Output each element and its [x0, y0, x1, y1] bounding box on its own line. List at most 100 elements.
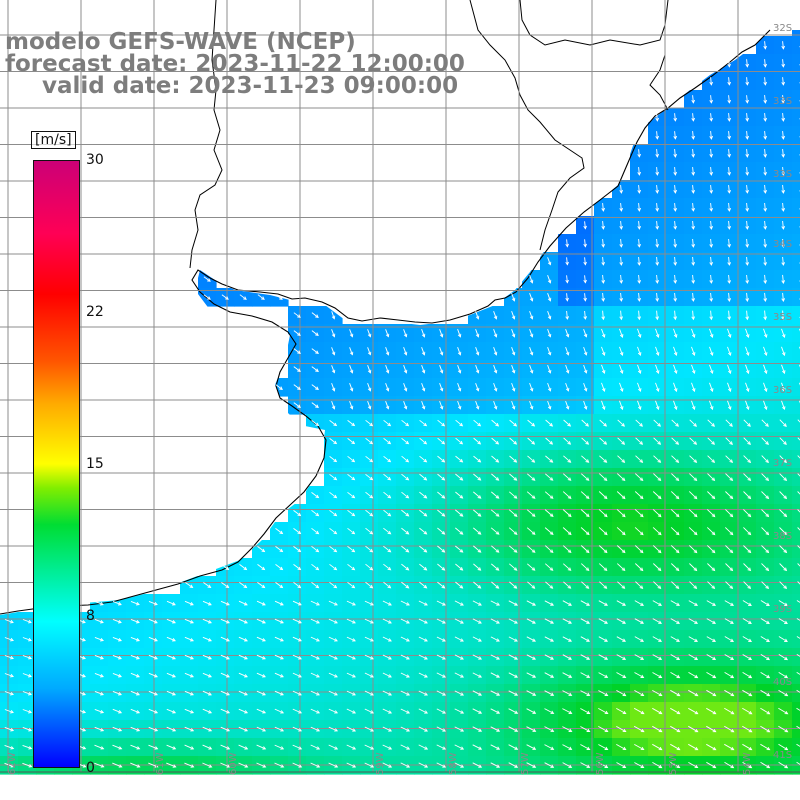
wind-arrow [725, 419, 733, 427]
wind-arrow [547, 257, 552, 266]
lat-label: 33S [773, 169, 793, 180]
wind-arrow [455, 473, 464, 481]
wind-arrow [418, 618, 428, 624]
wind-arrow [328, 744, 339, 750]
wind-arrow [673, 131, 678, 140]
wind-arrow [346, 762, 357, 768]
wind-arrow [727, 77, 732, 86]
wind-arrow [599, 581, 608, 589]
wind-arrow [329, 563, 338, 571]
wind-arrow [491, 563, 500, 571]
wind-arrow [781, 184, 786, 194]
wind-arrow [745, 310, 750, 321]
wind-arrow [508, 509, 518, 517]
wind-arrow [583, 400, 588, 410]
wind-arrow [130, 654, 140, 660]
model-title: modelo GEFS-WAVE (NCEP) [5, 29, 356, 55]
wind-arrow [670, 491, 680, 500]
wind-arrow [634, 545, 644, 554]
wind-arrow [329, 420, 338, 427]
wind-arrow [347, 438, 356, 445]
wind-arrow [473, 581, 482, 589]
wind-arrow [706, 672, 717, 679]
lat-label: 35S [773, 312, 793, 323]
wind-arrow [743, 437, 751, 445]
wind-arrow [311, 312, 319, 318]
wind-arrow [455, 581, 464, 589]
wind-arrow [796, 743, 800, 747]
wind-arrow [601, 346, 606, 356]
wind-arrow [779, 545, 788, 554]
wind-arrow [310, 744, 321, 750]
wind-arrow [761, 419, 769, 427]
wind-arrow [562, 762, 573, 768]
wind-arrow [509, 419, 518, 427]
wind-arrow [743, 545, 752, 554]
wind-arrow [311, 420, 320, 427]
wind-arrow [796, 689, 800, 693]
wind-arrow [347, 473, 356, 481]
wind-arrow [455, 419, 464, 427]
wind-arrow [419, 545, 428, 553]
wind-arrow [634, 600, 645, 606]
wind-arrow [545, 473, 554, 481]
wind-arrow [796, 707, 800, 711]
wind-arrow [688, 491, 698, 500]
wind-arrow [761, 491, 770, 500]
wind-arrow [383, 563, 392, 571]
wind-arrow [724, 527, 734, 536]
wind-arrow [637, 364, 642, 374]
speed-cell [792, 504, 800, 523]
wind-arrow [743, 491, 752, 500]
wind-arrow [745, 292, 750, 303]
wind-arrow [797, 527, 800, 531]
wind-arrow [94, 690, 104, 696]
wind-arrow [130, 690, 140, 696]
wind-arrow [763, 131, 768, 140]
wind-arrow [673, 274, 678, 284]
wind-arrow [727, 113, 732, 122]
wind-arrow [238, 762, 249, 768]
wind-arrow [436, 618, 446, 624]
wind-arrow [436, 726, 447, 732]
wind-arrow [112, 654, 122, 660]
wind-arrow [634, 563, 644, 572]
wind-arrow [329, 438, 338, 445]
wind-arrow [709, 167, 714, 176]
wind-arrow [745, 77, 750, 86]
wind-arrow [4, 637, 14, 642]
wind-arrow [781, 167, 786, 176]
wind-arrow [562, 636, 573, 642]
wind-arrow [616, 672, 627, 678]
wind-arrow [112, 618, 122, 624]
wind-arrow [688, 762, 699, 769]
wind-arrow [727, 220, 732, 230]
wind-arrow [328, 636, 338, 642]
wind-arrow [619, 400, 624, 411]
wind-arrow [22, 691, 32, 696]
speed-cell [792, 414, 800, 433]
wind-arrow [383, 509, 392, 517]
wind-arrow [797, 473, 800, 477]
wind-arrow [130, 744, 141, 750]
wind-arrow [655, 310, 660, 321]
speed-cell [792, 234, 800, 253]
wind-arrow [419, 473, 428, 481]
wind-arrow [346, 636, 356, 642]
wind-arrow [673, 167, 678, 176]
wind-arrow [475, 400, 480, 410]
wind-arrow [581, 473, 590, 481]
wind-arrow [184, 690, 194, 696]
speed-cell [792, 306, 800, 325]
lat-label: 36S [773, 385, 793, 396]
wind-arrow [724, 689, 735, 697]
wind-arrow [691, 310, 696, 321]
speed-cell [792, 288, 800, 307]
wind-arrow [421, 347, 426, 356]
wind-arrow [745, 220, 750, 230]
wind-arrow [779, 491, 788, 500]
wind-arrow [688, 545, 698, 554]
wind-arrow [130, 600, 140, 606]
wind-arrow [562, 491, 572, 500]
wind-arrow [292, 672, 302, 678]
